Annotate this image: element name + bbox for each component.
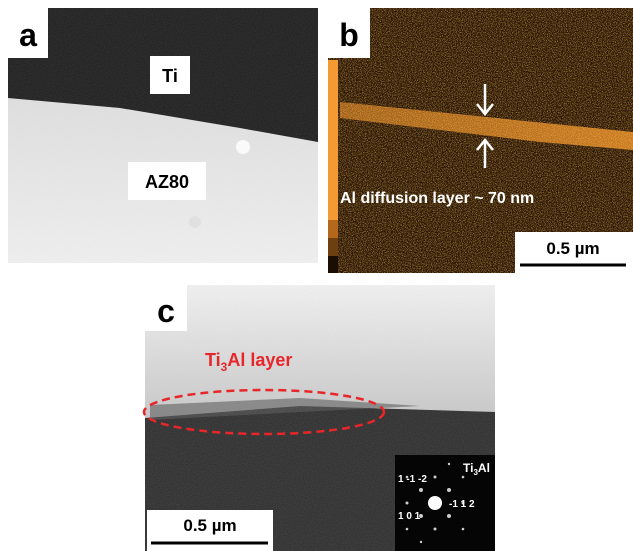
scale-label: 0.5 µm (183, 516, 236, 535)
panel-c: c Ti3Al layer 0.5 µm 1 -1 -2 -1 1 2 1 0 … (144, 285, 495, 551)
grain (8, 8, 318, 263)
text: Al (478, 461, 490, 475)
annotation: Ti (162, 66, 178, 86)
annotation: Al diffusion layer ~ 70 nm (340, 190, 534, 207)
scale-label: 0.5 µm (546, 239, 599, 258)
text: Ti (463, 461, 473, 475)
panel-label: c (157, 293, 175, 329)
index-label: 1 -1 -2 (398, 474, 427, 485)
color-scale (328, 256, 338, 273)
figure: a Ti AZ80 b Al diffusion layer ~ 70 nm 0… (0, 0, 633, 551)
text: Ti (205, 350, 221, 370)
annotation: AZ80 (145, 172, 189, 192)
diffraction-inset: 1 -1 -2 -1 1 2 1 0 1 Ti3Al (395, 455, 495, 551)
panel-label: b (339, 17, 359, 53)
color-scale (328, 220, 338, 238)
color-scale (328, 60, 338, 220)
color-scale (328, 238, 338, 256)
index-label: 1 0 1 (398, 511, 421, 522)
particle (236, 140, 250, 154)
text: Al layer (227, 350, 292, 370)
panel-label: a (19, 17, 37, 53)
particle (189, 216, 201, 228)
panel-a: a Ti AZ80 (8, 8, 318, 263)
index-label: -1 1 2 (449, 499, 475, 510)
central-spot (428, 496, 442, 510)
panel-b: b Al diffusion layer ~ 70 nm 0.5 µm (328, 8, 633, 273)
